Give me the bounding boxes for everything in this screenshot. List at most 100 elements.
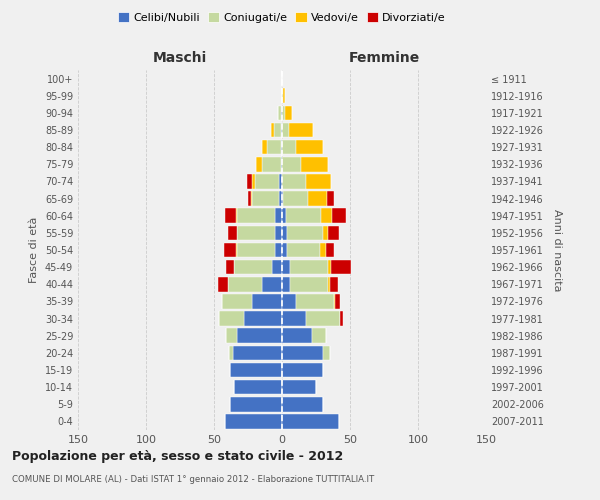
Bar: [283, 192, 308, 206]
Bar: [237, 208, 275, 223]
Bar: [267, 140, 281, 154]
Bar: [327, 192, 334, 206]
Bar: [282, 328, 312, 343]
Bar: [226, 260, 235, 274]
Bar: [328, 260, 331, 274]
Bar: [282, 277, 290, 291]
Bar: [282, 362, 323, 378]
Bar: [251, 192, 252, 206]
Bar: [227, 277, 262, 291]
Legend: Celibi/Nubili, Coniugati/e, Vedovi/e, Divorziati/e: Celibi/Nubili, Coniugati/e, Vedovi/e, Di…: [114, 8, 450, 28]
Bar: [282, 140, 296, 154]
Bar: [282, 106, 285, 120]
Bar: [230, 362, 282, 378]
Bar: [282, 242, 287, 258]
Bar: [224, 242, 236, 258]
Bar: [308, 192, 327, 206]
Text: COMUNE DI MOLARE (AL) - Dati ISTAT 1° gennaio 2012 - Elaborazione TUTTITALIA.IT: COMUNE DI MOLARE (AL) - Dati ISTAT 1° ge…: [12, 475, 374, 484]
Bar: [323, 346, 329, 360]
Bar: [282, 192, 283, 206]
Bar: [282, 208, 286, 223]
Bar: [282, 157, 301, 172]
Bar: [256, 157, 262, 172]
Bar: [233, 346, 282, 360]
Bar: [320, 242, 326, 258]
Bar: [282, 294, 296, 308]
Bar: [218, 277, 227, 291]
Bar: [331, 260, 352, 274]
Bar: [227, 226, 237, 240]
Bar: [332, 208, 346, 223]
Text: Femmine: Femmine: [349, 51, 419, 65]
Bar: [244, 312, 282, 326]
Bar: [328, 226, 339, 240]
Bar: [252, 294, 282, 308]
Bar: [283, 88, 285, 103]
Bar: [222, 294, 252, 308]
Bar: [281, 157, 282, 172]
Bar: [220, 312, 244, 326]
Bar: [275, 208, 282, 223]
Bar: [235, 380, 282, 394]
Bar: [237, 226, 275, 240]
Bar: [282, 260, 290, 274]
Bar: [262, 140, 267, 154]
Bar: [282, 122, 289, 138]
Bar: [287, 242, 320, 258]
Bar: [281, 140, 282, 154]
Bar: [301, 157, 328, 172]
Bar: [282, 397, 323, 411]
Bar: [252, 174, 255, 188]
Bar: [285, 106, 292, 120]
Bar: [247, 174, 252, 188]
Bar: [334, 294, 335, 308]
Bar: [237, 242, 275, 258]
Bar: [262, 157, 281, 172]
Bar: [271, 122, 274, 138]
Bar: [226, 328, 237, 343]
Bar: [307, 174, 331, 188]
Bar: [290, 277, 328, 291]
Bar: [275, 226, 282, 240]
Bar: [236, 242, 237, 258]
Bar: [262, 277, 282, 291]
Bar: [237, 328, 282, 343]
Bar: [307, 312, 340, 326]
Bar: [282, 174, 307, 188]
Bar: [335, 294, 340, 308]
Bar: [296, 140, 323, 154]
Bar: [275, 242, 282, 258]
Bar: [312, 328, 326, 343]
Bar: [225, 208, 236, 223]
Text: Maschi: Maschi: [153, 51, 207, 65]
Bar: [236, 208, 237, 223]
Bar: [229, 346, 233, 360]
Bar: [279, 174, 282, 188]
Bar: [282, 414, 339, 428]
Bar: [282, 312, 307, 326]
Bar: [282, 346, 323, 360]
Text: Popolazione per età, sesso e stato civile - 2012: Popolazione per età, sesso e stato civil…: [12, 450, 343, 463]
Bar: [274, 122, 281, 138]
Bar: [230, 397, 282, 411]
Bar: [255, 174, 279, 188]
Bar: [272, 260, 282, 274]
Bar: [286, 208, 322, 223]
Bar: [290, 260, 328, 274]
Bar: [323, 226, 328, 240]
Bar: [282, 380, 316, 394]
Bar: [279, 192, 282, 206]
Bar: [235, 260, 272, 274]
Bar: [282, 226, 287, 240]
Bar: [281, 122, 282, 138]
Bar: [289, 122, 313, 138]
Bar: [322, 208, 332, 223]
Bar: [328, 277, 329, 291]
Bar: [329, 277, 338, 291]
Bar: [296, 294, 334, 308]
Bar: [278, 106, 281, 120]
Bar: [281, 106, 282, 120]
Bar: [248, 192, 251, 206]
Bar: [282, 88, 283, 103]
Bar: [252, 192, 279, 206]
